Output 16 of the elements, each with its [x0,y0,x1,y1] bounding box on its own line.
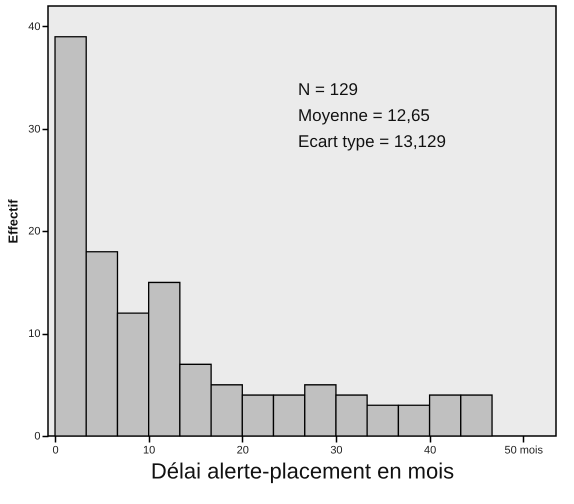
x-tick-label: 30 [330,444,343,456]
x-tick-label: 50 mois [504,444,544,456]
y-tick-label: 20 [28,226,40,238]
y-tick-label: 30 [28,123,40,136]
x-tick-label: 10 [143,444,156,456]
y-tick-label: 10 [28,328,40,340]
annotation: Moyenne = 12,65 [298,106,430,125]
x-tick-label: 0 [52,444,59,456]
annotation: Ecart type = 13,129 [298,132,446,151]
annotation: N = 129 [298,80,358,99]
x-tick-label: 40 [424,444,436,456]
y-axis-title: Effectif [5,198,20,244]
x-tick-label: 20 [236,444,249,456]
x-axis-title: Délai alerte-placement en mois [150,458,454,484]
y-tick-label: 40 [28,20,40,33]
y-tick-label: 0 [34,430,40,442]
